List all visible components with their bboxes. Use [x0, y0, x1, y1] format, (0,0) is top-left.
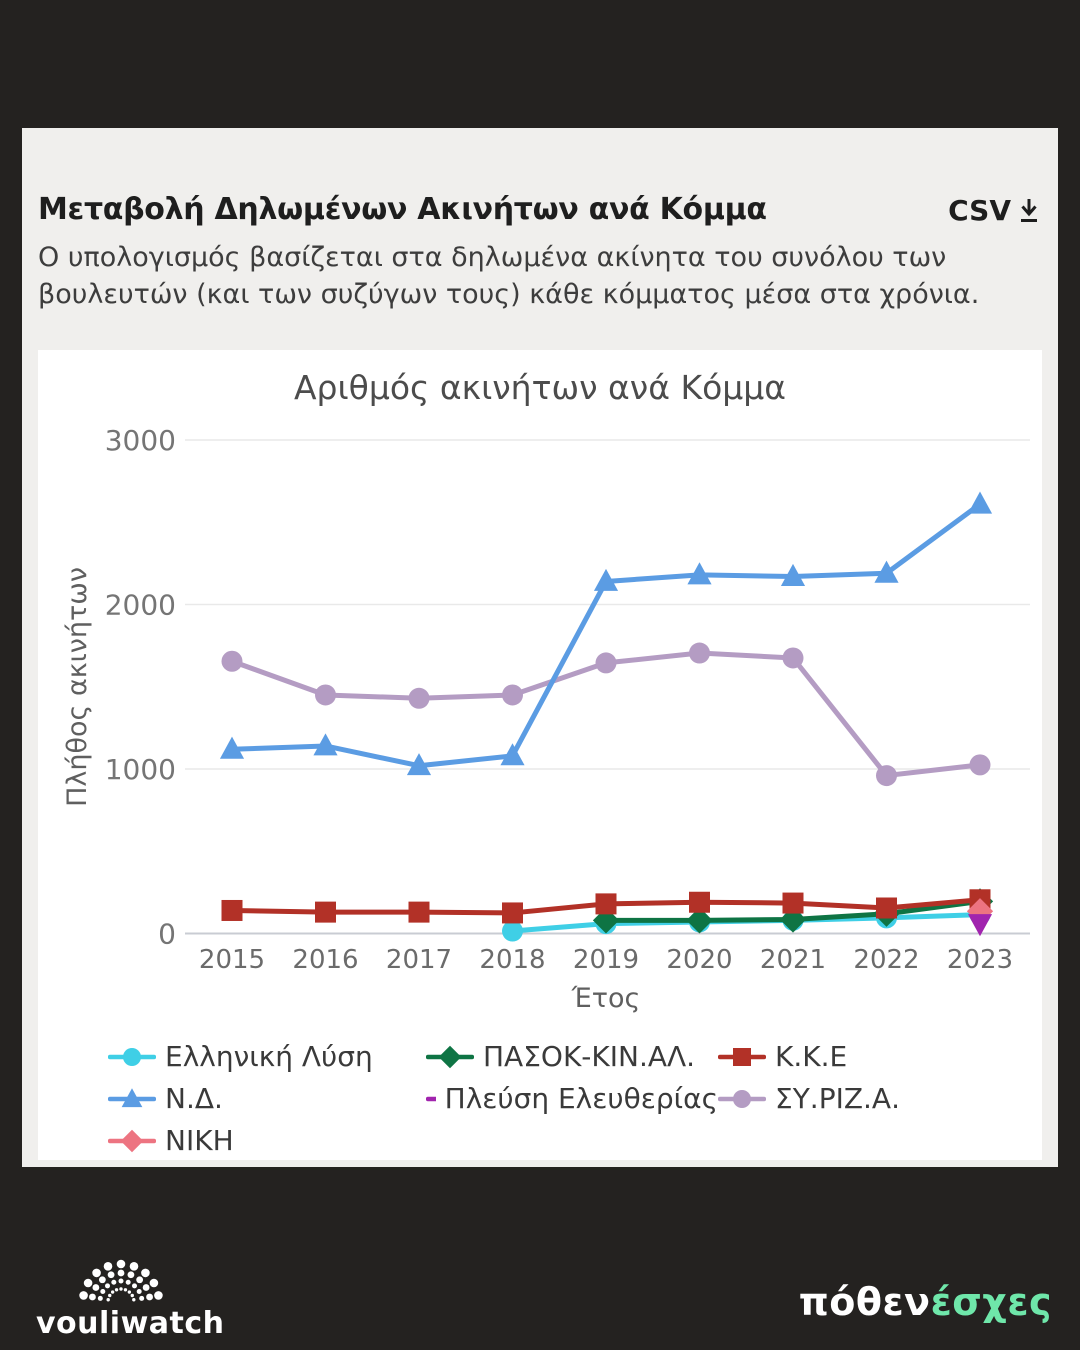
csv-label: CSV — [948, 194, 1011, 227]
svg-text:2017: 2017 — [386, 945, 452, 975]
svg-text:0: 0 — [158, 918, 176, 951]
svg-text:Έτος: Έτος — [571, 983, 641, 1014]
line-chart[interactable]: 0 1000 2000 3000 2015 2016 2017 2018 2019 2020 202… — [38, 410, 1042, 1030]
legend-label: ΣΥ.ΡΙΖ.Α. — [775, 1082, 900, 1115]
csv-download-link[interactable]: CSV — [948, 194, 1040, 227]
legend-item[interactable]: Πλεύση Ελευθερίας — [426, 1082, 718, 1115]
legend-marker-icon — [718, 1089, 766, 1108]
vouliwatch-wordmark: vouliwatch — [36, 1306, 225, 1341]
svg-text:Πλήθος ακινήτων: Πλήθος ακινήτων — [62, 567, 93, 807]
pothen-wordmark-part2: έσχες — [930, 1280, 1052, 1324]
legend-item[interactable]: ΝΙΚΗ — [108, 1124, 426, 1157]
legend-label: Πλεύση Ελευθερίας — [444, 1082, 718, 1115]
svg-text:2000: 2000 — [105, 589, 176, 622]
chart-panel: Αριθμός ακινήτων ανά Κόμμα 0 1000 2000 3000… — [38, 350, 1042, 1160]
report-card: Μεταβολή Δηλωμένων Ακινήτων ανά Κόμμα CS… — [22, 128, 1058, 1167]
svg-text:2020: 2020 — [666, 945, 732, 975]
legend-label: ΝΙΚΗ — [165, 1124, 234, 1157]
legend-item[interactable]: ΣΥ.ΡΙΖ.Α. — [718, 1082, 1022, 1115]
legend-marker-icon — [718, 1047, 766, 1066]
legend-item[interactable]: Ν.Δ. — [108, 1082, 426, 1115]
svg-text:2016: 2016 — [292, 945, 358, 975]
page-title: Μεταβολή Δηλωμένων Ακινήτων ανά Κόμμα — [38, 192, 767, 227]
svg-text:2015: 2015 — [199, 945, 265, 975]
legend-marker-icon — [108, 1129, 156, 1152]
legend-marker-icon — [108, 1047, 156, 1066]
svg-text:2019: 2019 — [573, 945, 639, 975]
svg-text:1000: 1000 — [105, 753, 176, 786]
legend-marker-icon — [426, 1096, 436, 1101]
pothen-wordmark-part1: πόθεν — [798, 1280, 931, 1324]
svg-text:2018: 2018 — [479, 945, 545, 975]
svg-text:2021: 2021 — [760, 945, 826, 975]
pothen-esxes-logo: πόθενέσχες — [799, 1280, 1052, 1324]
legend-marker-icon — [108, 1087, 156, 1107]
legend-item[interactable]: Κ.Κ.Ε — [718, 1040, 1022, 1073]
svg-text:2022: 2022 — [853, 945, 919, 975]
legend-marker-icon — [426, 1045, 474, 1068]
vouliwatch-arch-icon — [79, 1259, 163, 1302]
legend-label: ΠΑΣΟΚ-ΚΙΝ.ΑΛ. — [483, 1040, 696, 1073]
vouliwatch-logo: vouliwatch — [36, 1256, 225, 1341]
svg-text:3000: 3000 — [105, 424, 176, 457]
description-text: Ο υπολογισμός βασίζεται στα δηλωμένα ακί… — [38, 242, 980, 310]
chart-legend: Ελληνική Λύση ΠΑΣΟΚ-ΚΙΝ.ΑΛ. Κ.Κ.Ε Ν.Δ. Πλεύσ… — [108, 1040, 1022, 1157]
legend-label: Ν.Δ. — [165, 1082, 223, 1115]
chart-title: Αριθμός ακινήτων ανά Κόμμα — [293, 368, 787, 407]
legend-label: Ελληνική Λύση — [165, 1040, 373, 1073]
legend-item[interactable]: Ελληνική Λύση — [108, 1040, 426, 1073]
download-icon — [1021, 199, 1037, 222]
legend-label: Κ.Κ.Ε — [775, 1040, 848, 1073]
legend-item[interactable]: ΠΑΣΟΚ-ΚΙΝ.ΑΛ. — [426, 1040, 718, 1073]
svg-text:2023: 2023 — [947, 945, 1013, 975]
card-header: Μεταβολή Δηλωμένων Ακινήτων ανά Κόμμα CS… — [38, 192, 1040, 227]
